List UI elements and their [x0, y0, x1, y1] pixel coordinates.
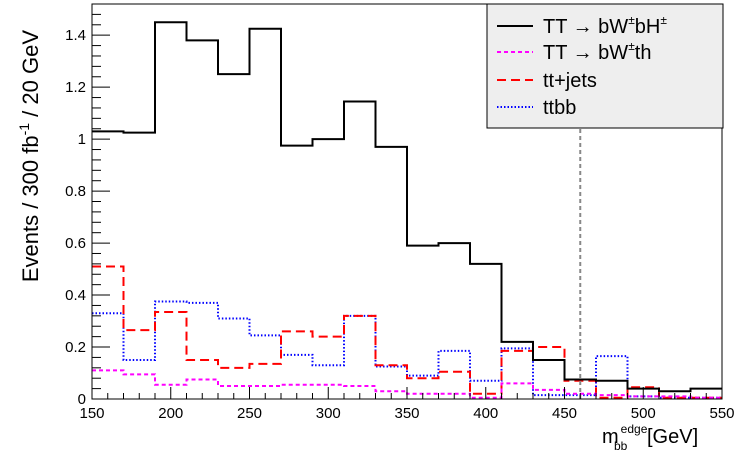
legend-entry-signal: TT → bW±bH±: [497, 13, 667, 38]
y-tick-label: 1.4: [65, 27, 86, 44]
x-tick-label: 350: [394, 405, 419, 422]
y-axis-label: Events / 300 fb-1 / 20 GeV: [16, 30, 43, 282]
y-tick-label: 0.6: [65, 235, 86, 252]
x-tick-label: 400: [473, 405, 498, 422]
x-tick-label: 200: [158, 405, 183, 422]
y-axis-label-suffix: / 20 GeV: [18, 30, 43, 123]
y-tick-label: 0.2: [65, 339, 86, 356]
legend-entry-ttjets: tt+jets: [497, 70, 597, 92]
y-tick-label: 0: [78, 391, 86, 408]
legend-label-signal: TT → bW±bH±: [543, 13, 667, 38]
x-axis-label-base: m: [602, 426, 619, 448]
x-tick-label: 450: [552, 405, 577, 422]
y-axis-label-text: Events / 300 fb: [18, 135, 43, 282]
x-tick-label: 250: [237, 405, 262, 422]
series-line-signal: [92, 21, 722, 393]
x-tick-label: 550: [709, 405, 734, 422]
legend-entry-ttbb: ttbb: [497, 97, 576, 119]
series-line-ttjets: [92, 265, 722, 399]
legend: TT → bW±bH± TT → bW±th tt+jets ttbb: [486, 3, 724, 129]
legend-entry-tth: TT → bW±th: [497, 39, 651, 64]
y-tick-label: 0.4: [65, 287, 86, 304]
x-tick-label: 500: [631, 405, 656, 422]
y-tick-label: 1.2: [65, 79, 86, 96]
axis-ticks: 150 200 250 300 350 400 450 500 550 0 0.2 0.4 0.6 0.8…: [65, 3, 735, 422]
legend-label-tth: TT → bW±th: [543, 39, 651, 64]
legend-label-ttbb: ttbb: [543, 97, 576, 119]
x-axis-label: m edge bb [GeV]: [602, 422, 698, 453]
y-tick-label: 0.8: [65, 183, 86, 200]
series-line-ttbb: [92, 300, 722, 399]
x-axis-label-unit: [GeV]: [647, 426, 698, 448]
x-axis-label-superscript: edge: [621, 422, 648, 436]
x-tick-label: 300: [316, 405, 341, 422]
x-tick-label: 150: [79, 405, 104, 422]
legend-label-ttjets: tt+jets: [543, 70, 597, 92]
x-axis-label-subscript: bb: [614, 439, 628, 453]
y-tick-label: 1: [78, 131, 86, 148]
y-axis-label-superscript: -1: [16, 123, 32, 136]
